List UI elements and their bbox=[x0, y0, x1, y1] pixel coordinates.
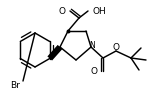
Text: Br: Br bbox=[10, 81, 20, 90]
Text: OH: OH bbox=[93, 7, 107, 16]
Text: O: O bbox=[59, 7, 66, 16]
Text: O: O bbox=[91, 67, 98, 75]
Text: N: N bbox=[89, 42, 95, 51]
Text: O: O bbox=[113, 42, 119, 52]
